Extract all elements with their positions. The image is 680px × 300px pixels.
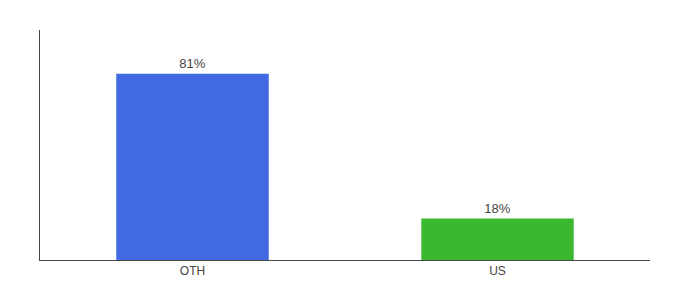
svg-text:US: US — [489, 264, 506, 278]
svg-text:81%: 81% — [179, 56, 205, 71]
svg-text:18%: 18% — [484, 201, 510, 216]
svg-text:OTH: OTH — [180, 264, 205, 278]
